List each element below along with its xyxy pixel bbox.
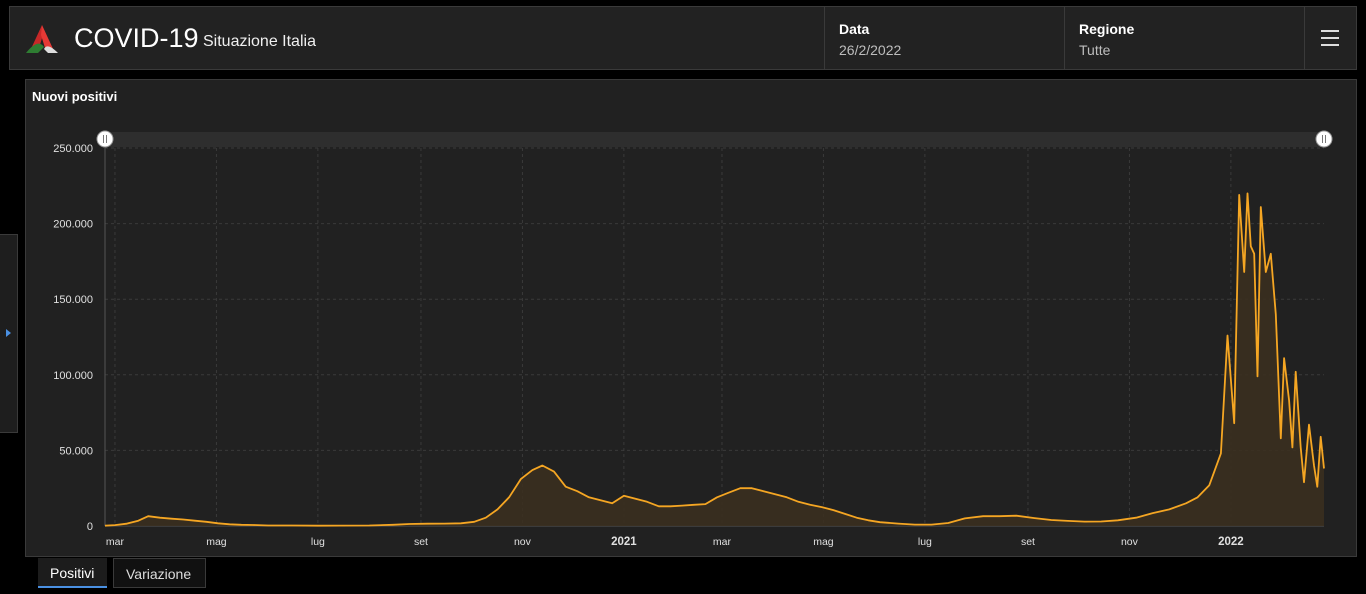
tab-variazione[interactable]: Variazione <box>113 558 206 588</box>
date-selector[interactable]: Data 26/2/2022 <box>824 7 1064 69</box>
x-tick-label: mar <box>713 536 732 548</box>
x-tick-label: 2022 <box>1218 536 1244 548</box>
x-tick-label: lug <box>918 536 932 548</box>
range-handle-left[interactable] <box>96 130 114 148</box>
region-value: Tutte <box>1079 42 1111 58</box>
side-panel-toggle[interactable] <box>0 234 18 433</box>
x-tick-label: set <box>414 536 428 548</box>
date-value: 26/2/2022 <box>839 42 902 58</box>
region-selector[interactable]: Regione Tutte <box>1064 7 1304 69</box>
x-tick-label: nov <box>514 536 532 548</box>
x-tick-label: mag <box>206 536 227 548</box>
y-tick-label: 200.000 <box>53 219 93 231</box>
range-slider-track <box>105 132 1324 147</box>
tab-positivi[interactable]: Positivi <box>38 558 107 588</box>
caret-right-icon <box>6 329 11 337</box>
x-tick-label: nov <box>1121 536 1139 548</box>
x-tick-label: set <box>1021 536 1035 548</box>
y-tick-label: 0 <box>87 521 93 533</box>
chart: 0 50.000 100.000 150.000 200.000 250.000 mar ma… <box>53 130 1333 548</box>
menu-icon[interactable] <box>1304 7 1356 69</box>
series-area <box>105 193 1324 526</box>
series-line <box>104 192 1325 527</box>
date-label: Data <box>839 21 870 37</box>
y-tick-label: 50.000 <box>59 445 93 457</box>
x-tick-label: lug <box>311 536 325 548</box>
y-tick-label: 250.000 <box>53 143 93 155</box>
app-title: COVID-19 <box>74 23 199 53</box>
app-subtitle: Situazione Italia <box>203 33 316 50</box>
region-label: Regione <box>1079 21 1135 37</box>
chart-title: Nuovi positivi <box>32 89 118 104</box>
app-header: COVID-19 Situazione Italia Data 26/2/202… <box>9 6 1357 70</box>
chart-panel: 0 50.000 100.000 150.000 200.000 250.000 mar ma… <box>25 79 1357 557</box>
x-tick-label: mar <box>106 536 125 548</box>
x-tick-label: 2021 <box>611 536 637 548</box>
app-logo <box>26 25 58 53</box>
y-tick-label: 150.000 <box>53 294 93 306</box>
range-handle-right[interactable] <box>1315 130 1333 148</box>
x-tick-label: mag <box>813 536 834 548</box>
y-tick-label: 100.000 <box>53 370 93 382</box>
